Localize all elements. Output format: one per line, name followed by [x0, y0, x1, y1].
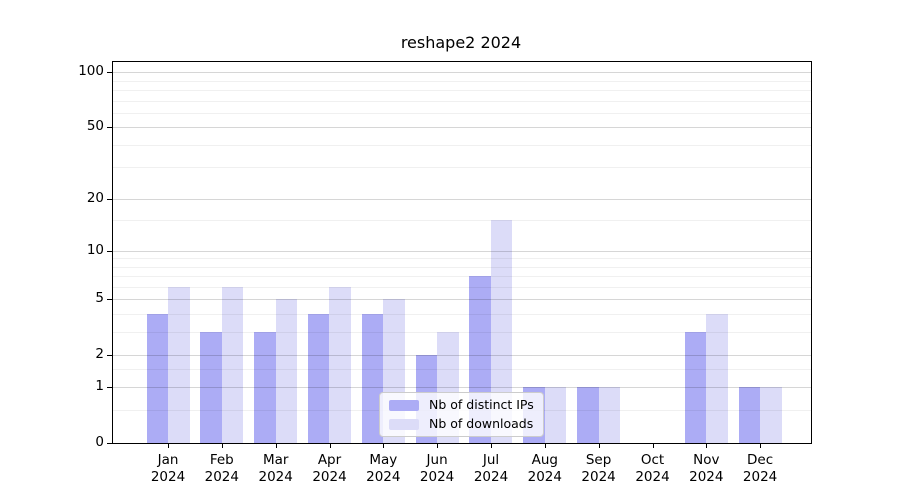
gridline-minor — [113, 266, 811, 268]
gridline-major — [113, 387, 811, 389]
bar-downloads — [598, 387, 621, 443]
bar-downloads — [275, 299, 298, 443]
bar-downloads — [168, 286, 190, 443]
x-tick-label: Nov 2024 — [689, 452, 724, 485]
gridline-minor — [113, 90, 811, 92]
y-tick-label: 20 — [86, 189, 104, 206]
y-tick-label: 1 — [95, 378, 104, 395]
bar-distinct-ips — [684, 331, 707, 443]
bar-distinct-ips — [577, 387, 599, 443]
bar-downloads — [490, 220, 513, 443]
gridline-minor — [113, 144, 811, 146]
gridline-minor — [113, 100, 811, 102]
y-tick-mark — [107, 127, 112, 129]
bar-distinct-ips — [738, 387, 761, 443]
bar-downloads — [760, 387, 782, 443]
gridline-minor — [113, 80, 811, 82]
gridline-minor — [113, 258, 811, 260]
gridline-major — [113, 299, 811, 301]
legend-label-distinct-ips: Nb of distinct IPs — [429, 397, 534, 412]
y-tick-mark — [107, 443, 112, 444]
y-tick-mark — [107, 198, 112, 200]
x-tick-label: Dec 2024 — [742, 452, 778, 485]
x-tick-label: Sep 2024 — [581, 452, 616, 485]
x-tick-mark — [168, 444, 169, 448]
x-tick-label: Mar 2024 — [258, 452, 293, 485]
x-tick-mark — [329, 444, 331, 448]
x-tick-label: Jun 2024 — [419, 452, 455, 485]
gridline-minor — [113, 331, 811, 333]
x-tick-mark — [221, 444, 223, 448]
bar-distinct-ips — [146, 313, 168, 443]
legend-label-downloads: Nb of downloads — [429, 416, 534, 431]
gridline-minor — [113, 220, 811, 222]
y-tick-mark — [107, 72, 112, 74]
gridline-minor — [113, 112, 811, 114]
legend: Nb of distinct IPs Nb of downloads — [379, 392, 544, 437]
bar-downloads — [544, 387, 567, 443]
x-tick-label: Feb 2024 — [204, 452, 239, 485]
x-tick-label: Jul 2024 — [473, 452, 509, 485]
gridline-major — [113, 127, 811, 129]
x-tick-mark — [760, 444, 762, 448]
gridline-major — [113, 72, 811, 74]
gridline-major — [113, 250, 811, 252]
y-tick-label: 100 — [78, 63, 104, 80]
plot-area: Nb of distinct IPs Nb of downloads — [112, 61, 812, 444]
bar-distinct-ips — [254, 331, 276, 443]
x-tick-mark — [706, 444, 708, 448]
x-tick-mark — [275, 444, 277, 448]
x-tick-mark — [437, 444, 439, 448]
gridline-major — [113, 198, 811, 200]
x-tick-mark — [383, 444, 385, 448]
x-tick-mark — [491, 444, 492, 448]
y-tick-label: 2 — [95, 345, 104, 362]
y-tick-mark — [107, 387, 112, 389]
legend-swatch-downloads — [389, 418, 419, 430]
bar-distinct-ips — [307, 313, 330, 443]
legend-item-distinct-ips: Nb of distinct IPs — [389, 398, 534, 412]
x-tick-mark — [652, 444, 654, 448]
bar-downloads — [221, 286, 244, 443]
gridline-minor — [113, 313, 811, 315]
gridline-minor — [113, 276, 811, 277]
gridline-major — [113, 354, 811, 356]
y-tick-mark — [107, 250, 112, 252]
x-tick-label: Oct 2024 — [635, 452, 670, 485]
x-tick-label: Aug 2024 — [527, 452, 562, 485]
x-tick-mark — [598, 444, 600, 448]
y-tick-label: 0 — [95, 434, 104, 450]
gridline-minor — [113, 167, 811, 169]
gridline-minor — [113, 369, 811, 371]
chart-title: reshape2 2024 — [400, 33, 522, 52]
y-tick-label: 10 — [86, 241, 104, 258]
bar-distinct-ips — [200, 331, 222, 443]
legend-swatch-distinct-ips — [389, 399, 419, 411]
gridline-minor — [113, 286, 811, 288]
bar-distinct-ips — [361, 313, 384, 443]
x-tick-label: Apr 2024 — [312, 452, 347, 485]
legend-item-downloads: Nb of downloads — [389, 417, 534, 431]
x-tick-mark — [544, 444, 546, 448]
y-tick-mark — [107, 354, 112, 356]
bar-downloads — [329, 286, 351, 443]
y-tick-mark — [107, 299, 112, 301]
x-tick-label: May 2024 — [366, 452, 401, 485]
bar-downloads — [706, 313, 728, 443]
y-tick-label: 5 — [95, 290, 104, 307]
x-tick-label: Jan 2024 — [150, 452, 186, 485]
y-tick-label: 50 — [86, 118, 104, 135]
